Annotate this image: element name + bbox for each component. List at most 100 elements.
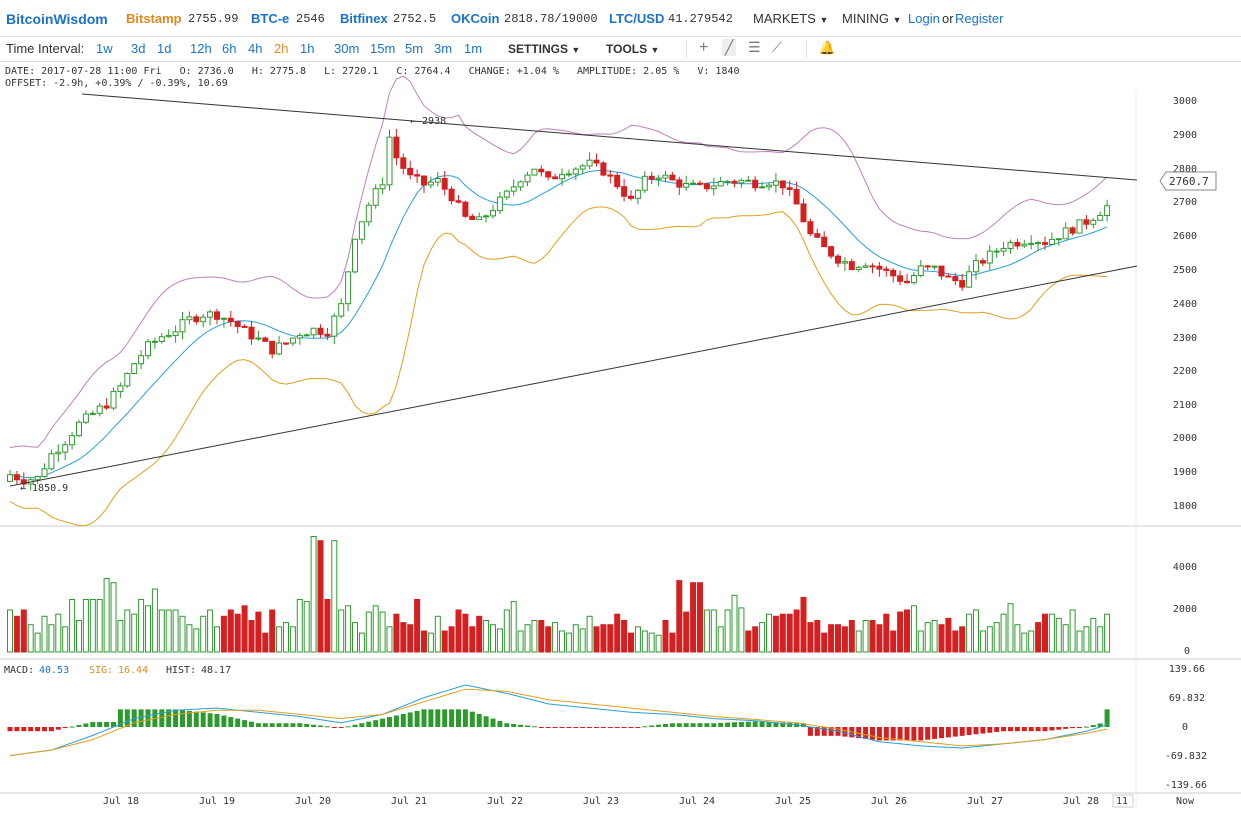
brand-logo[interactable]: BitcoinWisdom <box>6 11 108 27</box>
bell-icon[interactable]: 🔔 <box>819 40 836 55</box>
volume-bar <box>1083 626 1090 653</box>
settings-menu[interactable]: SETTINGS ▼ <box>508 42 580 56</box>
ticker-bitfinex-name[interactable]: Bitfinex <box>340 11 388 26</box>
offset-info-line: OFFSET: -2.9h, +0.39% / -0.39%, 10.69 <box>5 78 228 89</box>
candle-down <box>214 311 220 320</box>
macd-histogram-bar <box>14 727 20 732</box>
volume-bar <box>331 540 338 653</box>
volume-bar <box>717 626 724 653</box>
volume-bar <box>545 626 552 653</box>
register-link[interactable]: Register <box>955 11 1004 26</box>
resistance-trendline[interactable] <box>81 93 1138 181</box>
candle-up <box>586 159 593 167</box>
candle-up <box>372 188 379 206</box>
candle-up <box>55 451 62 455</box>
volume-bar <box>710 609 717 653</box>
interval-1w[interactable]: 1w <box>96 41 113 56</box>
horizontal-lines-icon[interactable]: ☰ <box>748 39 761 55</box>
candle-down <box>807 221 814 235</box>
macd-histogram-bar <box>124 709 130 727</box>
macd-histogram-bar <box>752 721 758 727</box>
date-axis-label: Jul 27 <box>967 796 1003 807</box>
candle-down <box>103 405 110 409</box>
interval-1m[interactable]: 1m <box>464 41 483 56</box>
ticker-okcoin-name[interactable]: OKCoin <box>451 11 500 26</box>
candle-up <box>255 337 262 340</box>
interval-12h[interactable]: 12h <box>190 41 212 56</box>
macd-histogram-bar <box>1083 726 1089 728</box>
macd-histogram-bar <box>152 709 158 727</box>
ticker-ltcusd-name[interactable]: LTC/USD <box>609 11 665 26</box>
fibonacci-icon[interactable]: ⟋ <box>772 39 782 55</box>
macd-histogram-bar <box>1056 727 1062 730</box>
ticker-bitstamp-name[interactable]: Bitstamp <box>126 11 182 26</box>
volume-bar <box>76 620 82 653</box>
candle-up <box>62 444 69 453</box>
candle-down <box>890 269 897 277</box>
ticker-bitfinex-price: 2752.5 <box>393 12 437 26</box>
interval-30m[interactable]: 30m <box>334 41 360 56</box>
volume-bar <box>841 626 848 653</box>
macd-histogram-bar <box>849 727 855 738</box>
macd-histogram-bar <box>318 725 323 727</box>
macd-histogram-bar <box>642 726 648 728</box>
macd-histogram-bar <box>725 722 731 727</box>
candle-up <box>841 261 848 264</box>
volume-bar <box>1028 630 1035 653</box>
macd-histogram-bar <box>1063 727 1069 729</box>
support-trendline[interactable] <box>9 265 1138 487</box>
candle-up <box>303 334 310 337</box>
markets-menu[interactable]: MARKETS ▼ <box>753 11 828 26</box>
candle-down <box>621 186 628 197</box>
candle-down <box>241 325 248 328</box>
candle-up <box>1055 238 1062 241</box>
volume-bar <box>538 620 545 653</box>
volume-bar <box>193 628 200 653</box>
volume-bar <box>821 632 828 653</box>
candle-up <box>717 181 724 187</box>
volume-bar <box>669 632 676 653</box>
candle-up <box>931 265 938 268</box>
trendline-icon[interactable]: ╱ <box>722 39 737 56</box>
crosshair-icon[interactable]: + <box>699 39 709 56</box>
candle-down <box>828 246 835 257</box>
candle-up <box>220 317 227 320</box>
macd-histogram-bar <box>400 713 406 727</box>
ticker-btce-name[interactable]: BTC-e <box>251 11 290 26</box>
macd-axis-label: 139.66 <box>1169 664 1205 675</box>
login-link[interactable]: Login <box>908 11 940 26</box>
interval-4h[interactable]: 4h <box>248 41 263 56</box>
candle-up <box>27 479 34 485</box>
volume-bar <box>1007 603 1014 653</box>
interval-2h[interactable]: 2h <box>274 41 289 56</box>
volume-bar <box>303 601 310 653</box>
interval-3d[interactable]: 3d <box>131 41 146 56</box>
candle-down <box>593 159 600 164</box>
volume-bar <box>800 596 807 653</box>
candle-down <box>269 340 276 355</box>
interval-1h[interactable]: 1h <box>300 41 315 56</box>
volume-bar <box>483 620 490 653</box>
price-axis-label: 2300 <box>1173 333 1197 344</box>
date-axis-label: Now <box>1176 796 1195 807</box>
volume-bar <box>62 626 69 653</box>
volume-bar <box>1104 613 1111 653</box>
macd-histogram-bar <box>1035 727 1041 732</box>
macd-histogram-bar <box>566 727 572 728</box>
interval-6h[interactable]: 6h <box>222 41 237 56</box>
price-axis-label: 1800 <box>1173 501 1197 512</box>
sig-legend-label: SIG: <box>89 665 113 676</box>
interval-3m[interactable]: 3m <box>434 41 453 56</box>
mining-menu[interactable]: MINING ▼ <box>842 11 902 26</box>
macd-histogram-bar <box>697 723 703 727</box>
tools-menu[interactable]: TOOLS ▼ <box>606 42 659 56</box>
volume-bar <box>214 626 220 653</box>
interval-1d[interactable]: 1d <box>157 41 172 56</box>
volume-bar <box>1042 613 1048 653</box>
macd-histogram-bar <box>580 727 586 728</box>
candle-down <box>959 280 966 288</box>
interval-15m[interactable]: 15m <box>370 41 396 56</box>
macd-histogram-bar <box>90 721 96 727</box>
interval-5m[interactable]: 5m <box>405 41 424 56</box>
macd-histogram-bar <box>97 721 103 727</box>
